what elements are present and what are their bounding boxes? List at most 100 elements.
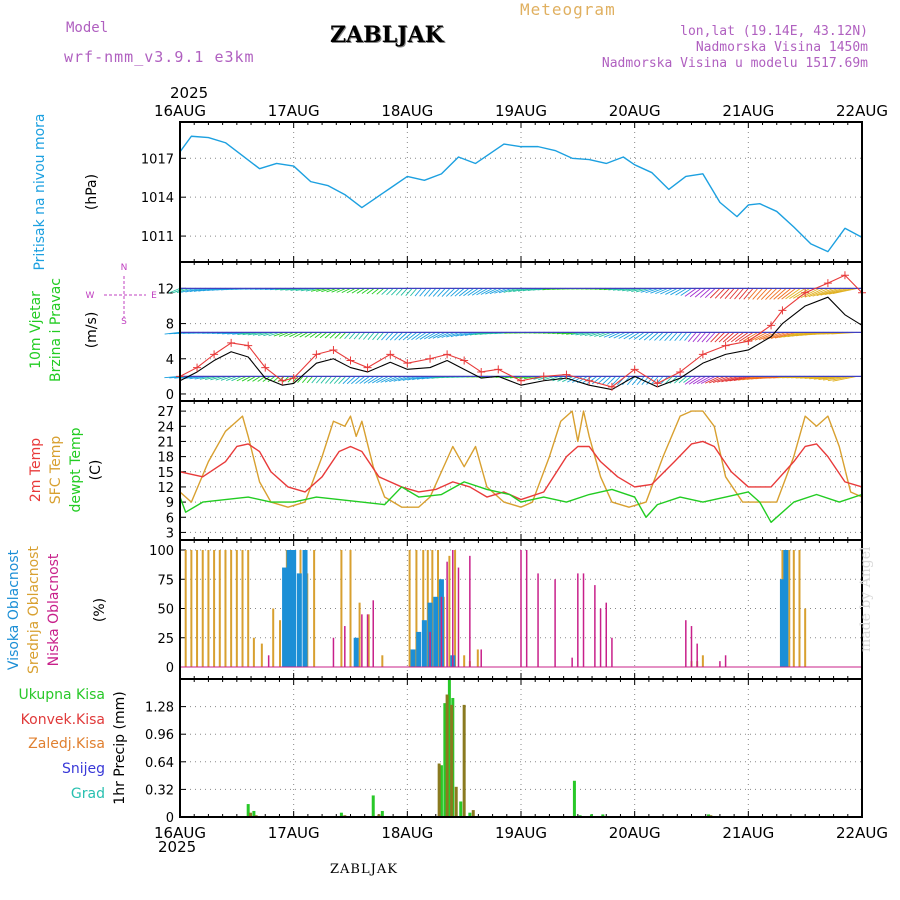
cloud-bar [349,550,352,667]
cloud-bar [201,550,204,667]
wind-barb [714,288,725,299]
wind-barb [419,288,427,297]
wind-gust-marker [403,359,412,368]
y-tick-label: 1011 [141,230,174,245]
wind-barb [777,288,792,300]
wind-barb [708,375,725,384]
wind-barb [498,287,512,294]
y-tick-label: 0.96 [145,728,174,743]
wind-barb [714,332,725,343]
wind-barb [704,288,716,299]
precip-bar [339,812,343,817]
precip-bar [601,814,605,817]
wind-barb [366,288,375,295]
wind-barb [626,376,636,386]
precip-bar [572,780,576,817]
wind-barb [664,332,673,341]
cloud-bar [279,620,282,667]
cloud-bar [554,579,556,667]
wind-barb [311,376,318,384]
cloud-bar [367,614,370,667]
cloud-bar [792,550,795,667]
sfc-title: SFC Temp [48,436,64,505]
y-tick-label: 25 [157,632,174,647]
wind-barb [226,375,237,381]
wind-barb [650,376,659,385]
wind-barb [689,288,702,298]
cloud-bar [463,655,466,667]
wind-barb [376,288,384,295]
cloud-bar [353,637,359,667]
wind-gust-marker [562,370,571,379]
cloud-bar [218,550,221,667]
wind-barb [273,331,285,337]
wind-gust-marker [676,367,685,376]
wind-barb [675,288,687,296]
wind-barb [781,288,796,300]
wind-barb [344,332,351,340]
cloud-bar [422,550,425,667]
wind-barb [437,331,451,339]
wind-barb [638,332,650,341]
precip-bar [443,703,447,817]
precip-bar [371,795,375,817]
x-tick-label-bottom: 16AUG [154,824,206,842]
wind-barb [385,332,394,341]
y-tick-label: 12 [157,481,174,496]
wind-barb [241,375,252,382]
y-tick-label: 50 [157,603,174,618]
wind-barb [476,288,489,296]
wind-barb [437,288,446,297]
wind-barb [441,331,455,338]
cloud-bar [520,550,522,667]
wind-barb [665,287,678,295]
compass-n: N [121,263,128,273]
wind-barb [655,287,668,295]
wind-barb [742,331,759,342]
wind-barb [664,376,673,385]
x-tick-label-bottom: 17AUG [268,824,320,842]
wind-barb [787,331,810,338]
wind-barb [309,332,318,338]
cloud-bar [798,550,801,667]
cloud-bar [452,550,454,667]
wind-barb [489,287,503,295]
wind-barb [455,331,470,337]
compass-e: E [151,291,157,301]
x-tick-label-top: 20AUG [609,102,661,120]
wind-barb [314,332,323,338]
wind-barb [603,331,616,338]
wind-gust-marker [801,288,810,297]
wind-barb [320,376,328,384]
wind-gust-marker [840,271,849,280]
wind-barb [774,331,796,339]
legend-frz-rain: Zaledj.Kisa [28,736,105,752]
cloud-bar [448,555,451,667]
cloud-bar [296,573,302,667]
wind-barb [395,288,403,296]
wind-barb [608,331,621,339]
cloud-bar [421,620,427,667]
wind-barb [471,288,484,296]
cloud-bar [454,550,457,667]
wind-barb [680,288,692,296]
wind-barb [458,288,470,297]
wind-barb [820,287,844,296]
wind-barb [342,376,351,385]
wind-barb [756,288,768,300]
y-tick-label: 0 [166,388,174,403]
wind-barb [398,375,413,382]
wind-barb [252,375,261,382]
cloud-bar [577,573,579,667]
cloud-bar [196,550,199,667]
precip-bar [252,810,256,817]
wind-barb [692,332,702,343]
wind-barb [827,375,853,382]
wind-barb [592,376,602,385]
precip-bar [707,814,711,817]
wind-barb [769,288,782,300]
cloud-bar [184,550,187,667]
wind-barb [645,287,659,294]
y-tick-label: 27 [157,405,174,420]
wind-barb [832,375,858,382]
